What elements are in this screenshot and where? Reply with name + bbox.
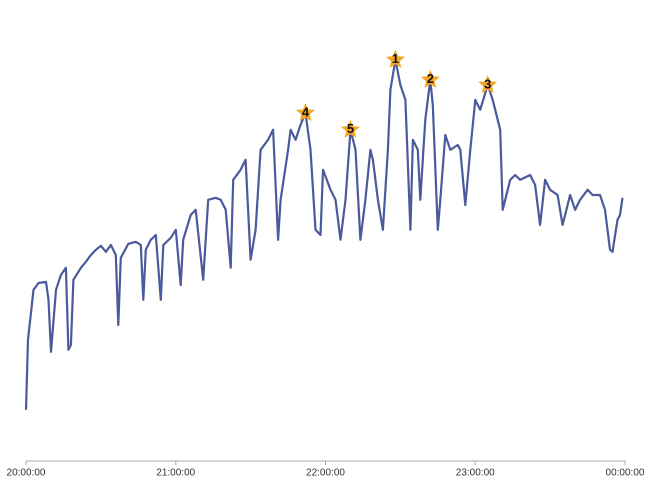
peak-marker [420, 69, 440, 88]
x-tick-label: 22:00:00 [306, 468, 345, 479]
peak-marker [296, 103, 315, 122]
peak-marker [340, 119, 360, 138]
peak-label: 5 [347, 121, 354, 136]
x-tick-label: 23:00:00 [456, 468, 495, 479]
peak-label: 2 [427, 71, 434, 86]
x-tick-label: 00:00:00 [606, 468, 645, 479]
peak-label: 4 [302, 104, 310, 119]
peak-label: 1 [392, 51, 399, 66]
peak-label: 3 [484, 76, 491, 91]
peak-marker [478, 75, 498, 94]
peak-marker [385, 49, 405, 68]
x-tick-label: 21:00:00 [156, 468, 195, 479]
line [24, 58, 624, 410]
x-tick-label: 20:00:00 [7, 468, 46, 479]
